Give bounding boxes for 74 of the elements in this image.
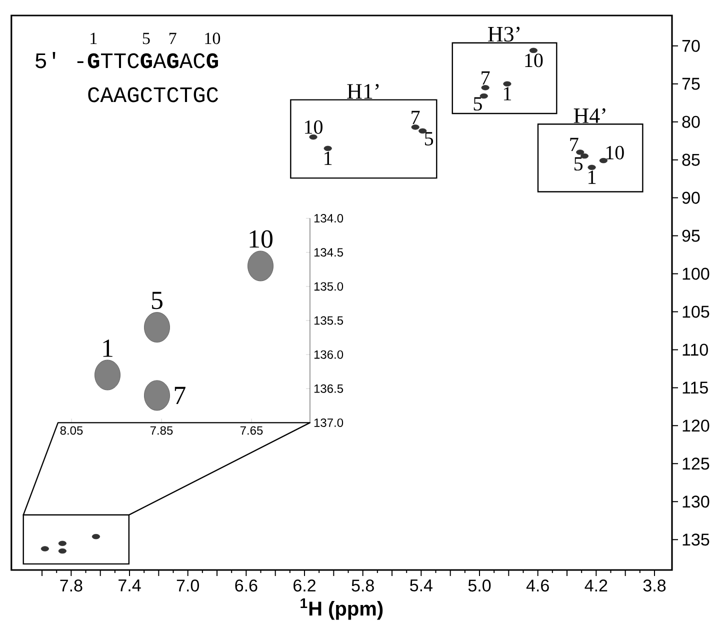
series-label: H1’: [347, 84, 379, 99]
annotation: 7: [412, 110, 420, 124]
x-tick-label: 5.0: [468, 580, 491, 592]
annotation: 7: [570, 138, 578, 152]
y-tick-label: 105: [682, 306, 710, 318]
annotation: 5: [142, 32, 150, 44]
point: [324, 146, 332, 152]
point: [144, 380, 170, 411]
x-tick-label: 3.8: [643, 580, 666, 592]
point: [58, 548, 66, 554]
x-tick-label: 8.05: [60, 426, 83, 435]
annotation: 10: [250, 230, 273, 248]
annotation: 5′ -GTTCGAGACG: [36, 52, 218, 68]
series-label: H3’: [488, 26, 520, 42]
annotation: 10: [606, 146, 624, 160]
y-tick-label: 90: [682, 192, 700, 204]
x-tick-label: 6.2: [294, 580, 316, 592]
y-tick-label: 134.5: [314, 248, 344, 257]
y-tick-label: 130: [682, 496, 710, 508]
point: [248, 250, 274, 282]
x-tick-label: 7.8: [60, 580, 82, 592]
x-tick-label: 4.2: [584, 580, 608, 592]
x-tick-label: 7.4: [118, 580, 141, 592]
point: [144, 312, 170, 343]
point: [94, 360, 120, 390]
point: [58, 540, 66, 546]
annotation: 7: [174, 386, 186, 404]
annotation: 5: [574, 157, 583, 171]
y-tick-label: 136.5: [314, 384, 344, 393]
series-label: H4’: [574, 108, 606, 123]
annotation: 7: [169, 32, 176, 44]
point: [418, 128, 427, 134]
annotation: CAAGCTCTGC: [88, 87, 218, 102]
x-tick-label: 6.6: [235, 580, 258, 592]
y-tick-label: 120: [682, 420, 710, 432]
x-tick-label: 7.65: [240, 426, 263, 435]
y-tick-label: 100: [682, 268, 710, 280]
point: [529, 48, 538, 54]
x-axis-title: $^{1}$H (ppm): [300, 598, 383, 620]
y-tick-label: 70: [682, 40, 700, 52]
x-tick-label: 4.6: [526, 580, 549, 592]
y-tick-label: 115: [682, 382, 708, 394]
y-tick-label: 136.0: [314, 350, 344, 359]
y-tick-label: 95: [682, 230, 700, 242]
annotation: 7: [482, 71, 490, 84]
y-tick-label: 135.5: [314, 316, 344, 325]
y-tick-label: 134.0: [314, 214, 344, 223]
point: [599, 158, 608, 164]
x-tick-label: 5.4: [410, 580, 432, 592]
annotation: 5: [474, 97, 482, 111]
x-tick-label: 5.8: [352, 580, 374, 592]
point: [309, 134, 318, 140]
annotation: 1: [504, 87, 512, 100]
annotation: 10: [305, 120, 322, 134]
y-tick-label: 137.0: [314, 418, 344, 427]
point: [480, 93, 488, 99]
annotation: 5: [152, 292, 162, 310]
annotation: 1: [324, 152, 332, 165]
x-tick-label: 7.0: [176, 580, 200, 592]
annotation: 1: [90, 32, 97, 44]
annotation: 10: [205, 32, 220, 44]
y-tick-label: 110: [682, 344, 708, 356]
y-tick-label: 80: [682, 116, 700, 128]
y-tick-label: 85: [682, 154, 700, 166]
y-tick-label: 75: [682, 78, 700, 90]
x-tick-label: 7.85: [150, 426, 173, 435]
y-tick-label: 135.0: [314, 282, 344, 291]
annotation: 5: [424, 132, 434, 146]
y-tick-label: 135: [682, 534, 710, 546]
annotation: 10: [525, 54, 543, 68]
y-tick-label: 125: [682, 458, 710, 470]
point: [588, 164, 596, 170]
annotation: 1: [103, 340, 112, 357]
annotation: 1: [588, 170, 596, 184]
